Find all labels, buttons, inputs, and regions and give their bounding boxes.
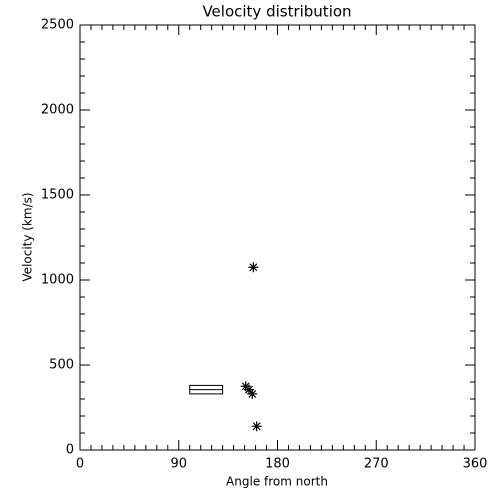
data-point — [251, 421, 262, 432]
y-tick-label: 1500 — [41, 188, 74, 203]
x-axis-label: Angle from north — [226, 475, 328, 489]
x-tick-label: 0 — [76, 457, 84, 472]
data-point — [247, 388, 258, 399]
y-tick-label: 0 — [66, 443, 74, 458]
data-point — [248, 262, 259, 273]
plot-frame — [79, 24, 476, 451]
x-tick-label: 270 — [364, 457, 389, 472]
data-point — [243, 384, 254, 395]
x-tick-label: 90 — [170, 457, 187, 472]
y-tick-label: 1000 — [41, 273, 74, 288]
y-tick-label: 2000 — [41, 103, 74, 118]
x-tick-label: 360 — [463, 457, 488, 472]
y-tick-label: 500 — [49, 358, 74, 373]
y-axis-label: Velocity (km/s) — [21, 192, 35, 281]
chart-title: Velocity distribution — [202, 3, 351, 21]
x-tick-label: 180 — [265, 457, 290, 472]
y-tick-label: 2500 — [41, 18, 74, 33]
